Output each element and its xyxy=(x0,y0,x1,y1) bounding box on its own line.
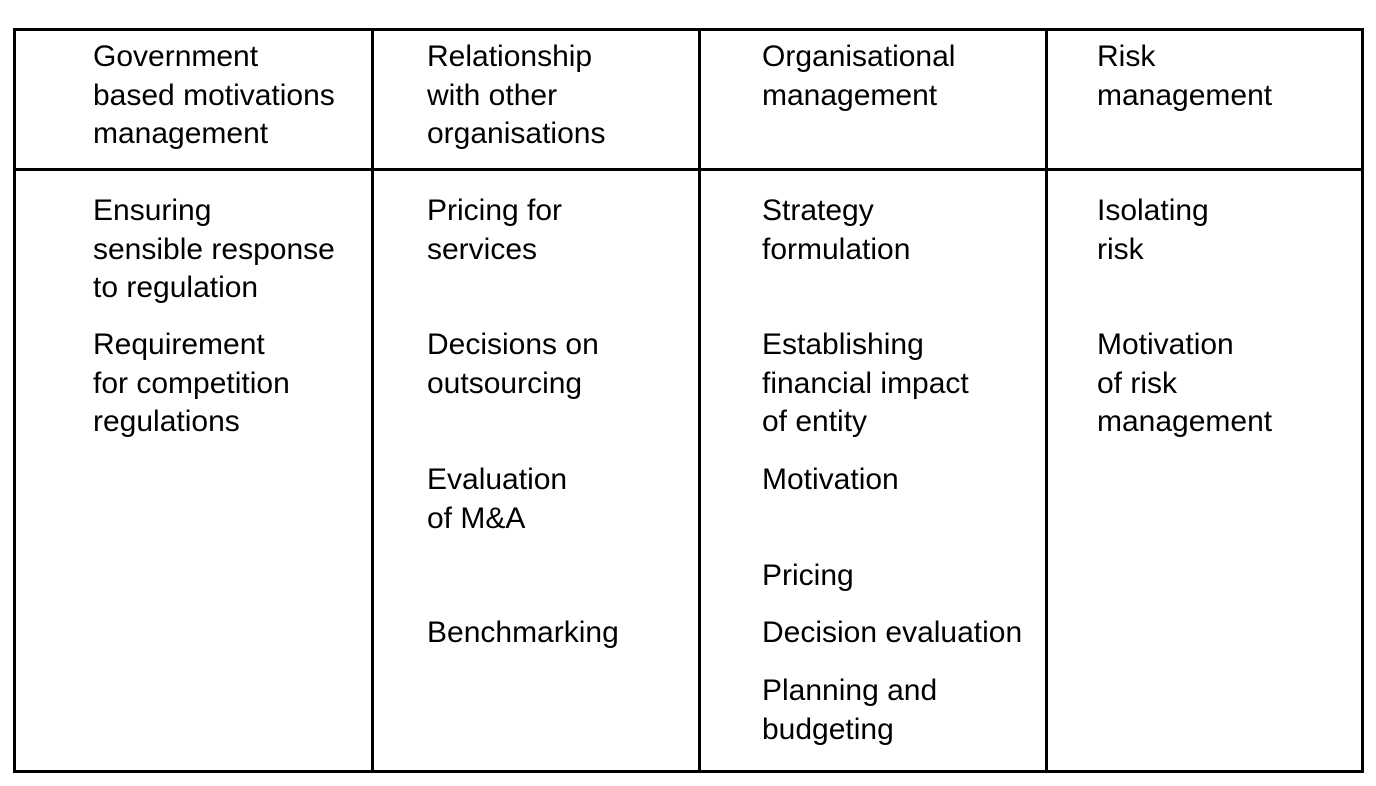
column-divider-1 xyxy=(371,31,374,770)
cell-planning-budgeting: Planning and budgeting xyxy=(762,674,938,746)
cell-strategy-formulation: Strategy formulation xyxy=(762,194,911,266)
cell-decision-evaluation: Decision evaluation xyxy=(762,616,1023,649)
cell-isolating-risk: Isolating risk xyxy=(1097,194,1209,266)
column-header-relationship: Relationship with other organisations xyxy=(427,40,606,150)
cell-ensuring-sensible-response: Ensuring sensible response to regulation xyxy=(93,194,335,304)
cell-evaluation-ma: Evaluation of M&A xyxy=(427,463,568,535)
table-frame xyxy=(13,28,1364,773)
column-divider-3 xyxy=(1045,31,1048,770)
cell-motivation-risk-management: Motivation of risk management xyxy=(1097,328,1273,438)
column-divider-2 xyxy=(698,31,701,770)
cell-establishing-financial-impact: Establishing financial impact of entity xyxy=(762,328,969,438)
cell-requirement-competition: Requirement for competition regulations xyxy=(93,328,290,438)
cell-motivation: Motivation xyxy=(762,463,899,496)
cell-pricing-for-services: Pricing for services xyxy=(427,194,563,266)
column-header-organisational: Organisational management xyxy=(762,40,956,112)
column-header-government: Government based motivations management xyxy=(93,40,335,150)
cell-benchmarking: Benchmarking xyxy=(427,616,619,649)
header-divider xyxy=(16,168,1361,171)
cell-pricing: Pricing xyxy=(762,559,854,592)
column-header-risk: Risk management xyxy=(1097,40,1273,112)
cell-decisions-outsourcing: Decisions on outsourcing xyxy=(427,328,599,400)
